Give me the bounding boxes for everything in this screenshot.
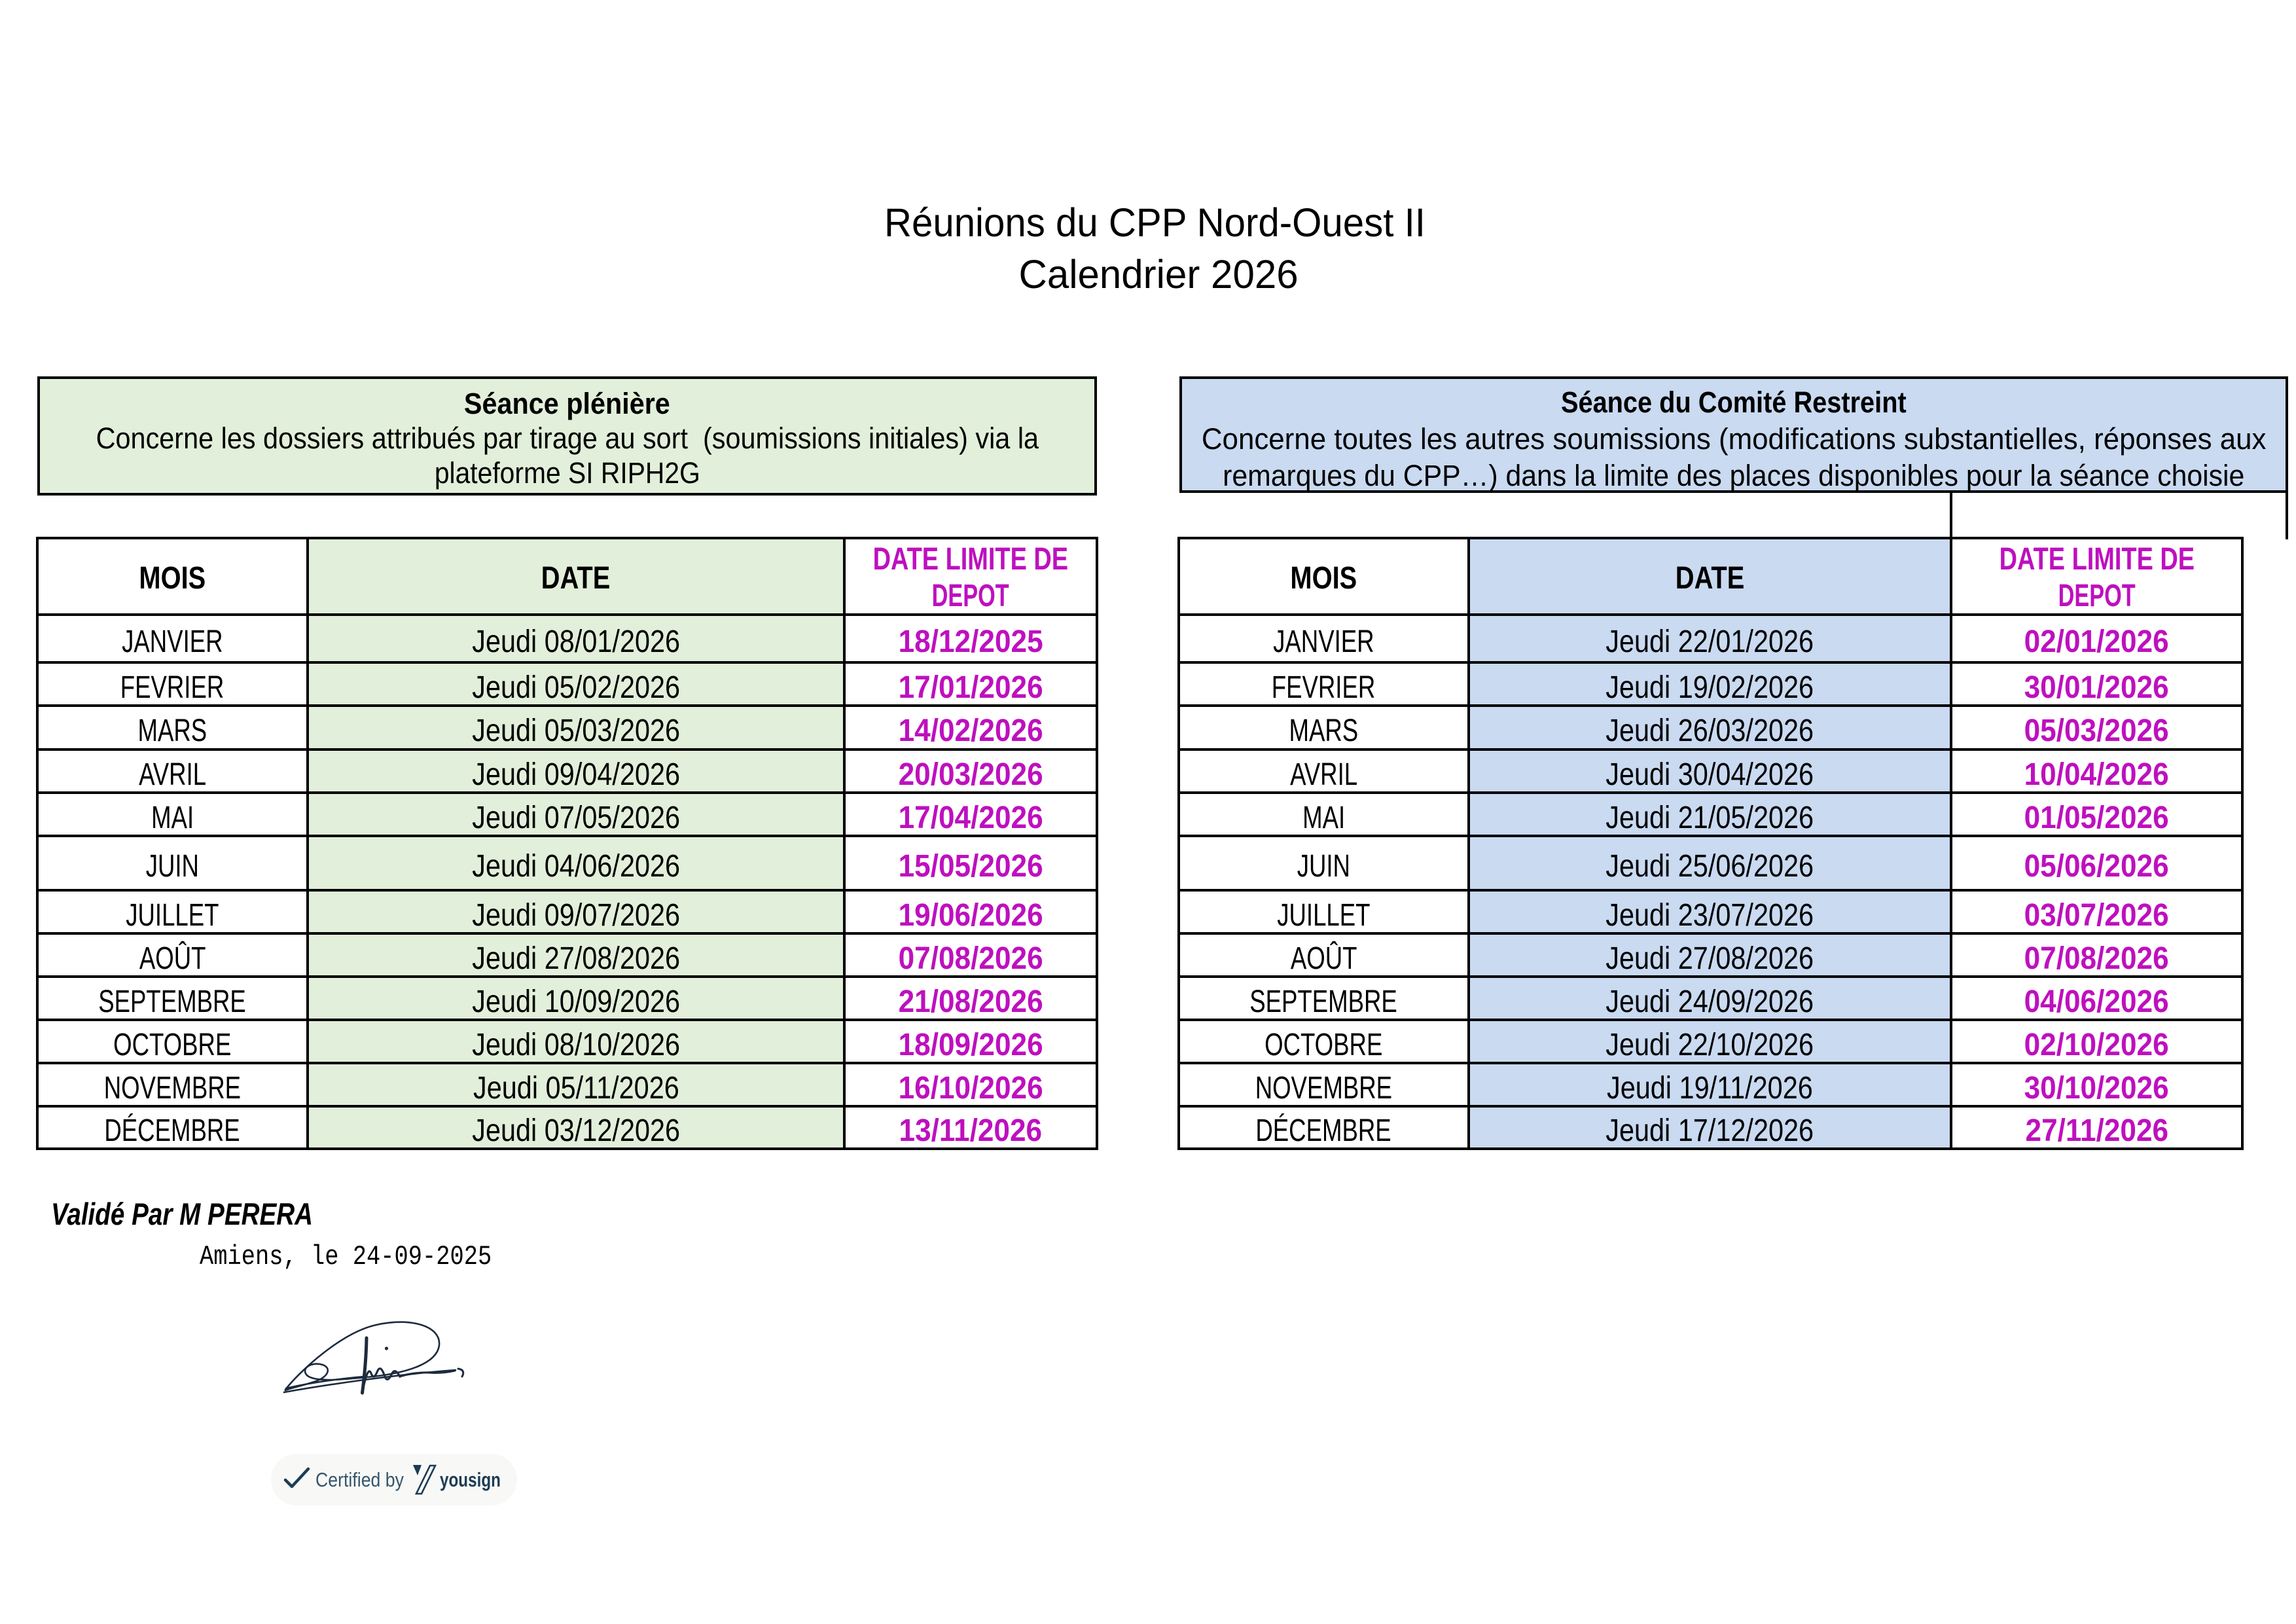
svg-text:Certified by: Certified by — [315, 1468, 404, 1491]
svg-text:yousign: yousign — [440, 1468, 501, 1491]
